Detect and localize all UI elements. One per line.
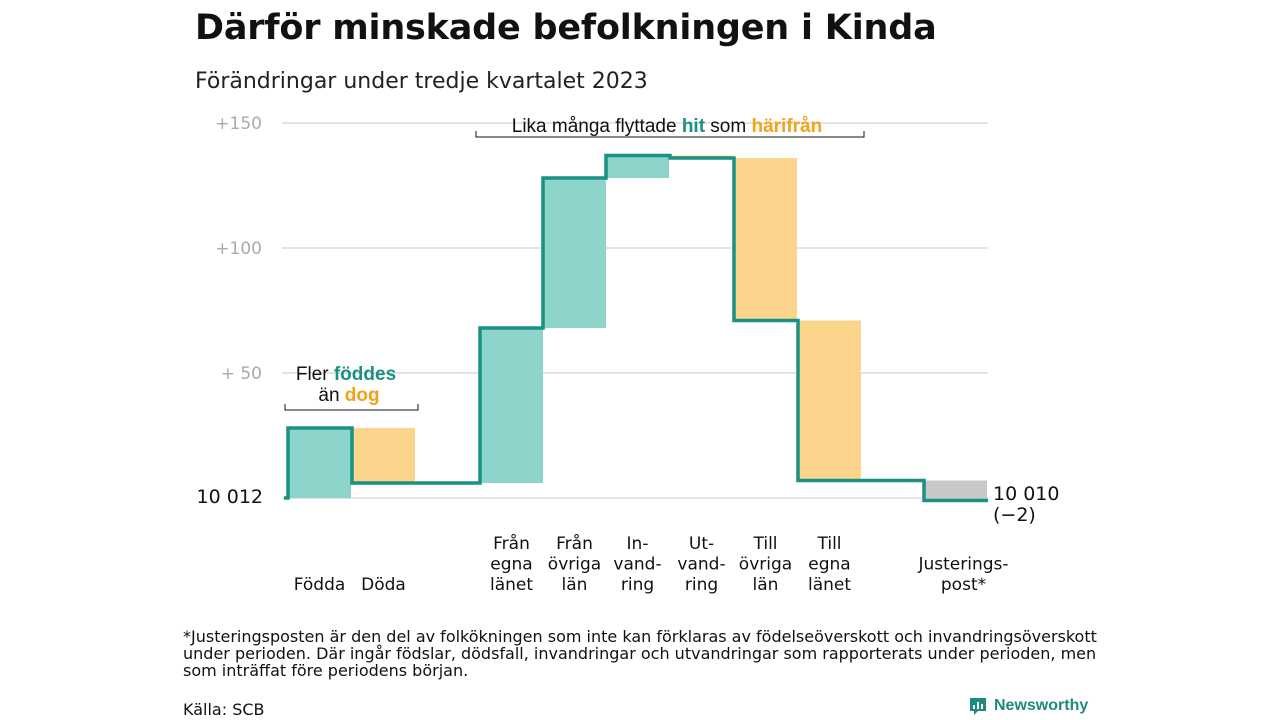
category-label: ring xyxy=(621,575,654,595)
end-value-label: 10 010 xyxy=(993,483,1059,505)
category-label: Från xyxy=(556,533,593,554)
category-label: egna xyxy=(490,555,532,575)
category-label: post* xyxy=(941,575,986,595)
bar-out xyxy=(734,158,797,321)
footnote: *Justeringsposten är den del av folkökni… xyxy=(183,627,1097,680)
category-label: länet xyxy=(490,575,533,595)
bars xyxy=(288,155,987,501)
annotation-births-line1: Fler föddes xyxy=(296,364,396,385)
bar-out xyxy=(352,428,415,483)
category-label: Justerings- xyxy=(917,555,1008,575)
category-label: Döda xyxy=(361,575,406,595)
category-label: ring xyxy=(685,575,718,595)
start-value-label: 10 012 xyxy=(197,486,263,508)
category-label: Ut- xyxy=(689,534,714,554)
annotation-bracket-births xyxy=(284,404,419,411)
category-label: länet xyxy=(808,575,851,595)
category-label: län xyxy=(753,575,779,595)
category-label: In- xyxy=(627,534,649,554)
bar-adjust xyxy=(924,480,987,501)
brand-name: Newsworthy xyxy=(994,697,1089,714)
bar-in xyxy=(288,428,351,498)
bar-in xyxy=(606,155,669,178)
category-label: Från xyxy=(493,533,530,554)
annotation-text: än xyxy=(318,385,344,406)
annotation-births-line2: än dog xyxy=(318,385,379,406)
source-note: Källa: SCB xyxy=(183,700,265,719)
annotation-migration: Lika många flyttade hit som härifrån xyxy=(512,116,822,137)
cumulative-line xyxy=(284,153,988,503)
category-label: Födda xyxy=(294,575,346,595)
category-label: Till xyxy=(752,534,777,554)
annotation-text: Lika många flyttade xyxy=(512,116,682,137)
y-tick-label: + 50 xyxy=(221,364,262,384)
y-tick-label: +150 xyxy=(215,114,262,134)
category-label: län xyxy=(562,575,588,595)
labels: 10 012 10 010(−2)Födda DödaFrånegnalänetFr… xyxy=(197,483,1060,595)
bar-out xyxy=(798,320,861,481)
chart-subtitle: Förändringar under tredje kvartalet 2023 xyxy=(195,69,648,94)
y-tick-label: +100 xyxy=(215,239,262,259)
annotation-highlight-hit: hit xyxy=(682,116,706,137)
annotation-highlight-fodda: föddes xyxy=(334,364,396,385)
bar-in xyxy=(480,328,543,483)
category-label: Till xyxy=(816,534,841,554)
annotation-text: som xyxy=(705,116,751,137)
bar-in xyxy=(543,178,606,328)
grid-lines: + 50 +100 +150 xyxy=(215,114,988,499)
brand-logo[interactable]: Newsworthy xyxy=(968,696,1088,716)
annotation-highlight-doda: dog xyxy=(345,385,380,406)
annotation-bracket-migration xyxy=(475,131,865,138)
annotation-highlight-harifran: härifrån xyxy=(751,116,822,137)
chart-title: Därför minskade befolkningen i Kinda xyxy=(195,8,937,48)
annotation-text: Fler xyxy=(296,364,334,385)
category-label: övriga xyxy=(739,555,792,575)
category-label: egna xyxy=(808,555,850,575)
category-label: vand- xyxy=(677,555,725,575)
category-label: övriga xyxy=(548,555,601,575)
newsworthy-logo-icon xyxy=(970,698,986,715)
category-label: vand- xyxy=(613,555,661,575)
step-line xyxy=(284,153,988,503)
end-change-label: (−2) xyxy=(993,504,1036,526)
waterfall-chart: + 50 +100 +150 10 012 10 010(−2) Födda Döda Fr… xyxy=(197,114,1060,595)
